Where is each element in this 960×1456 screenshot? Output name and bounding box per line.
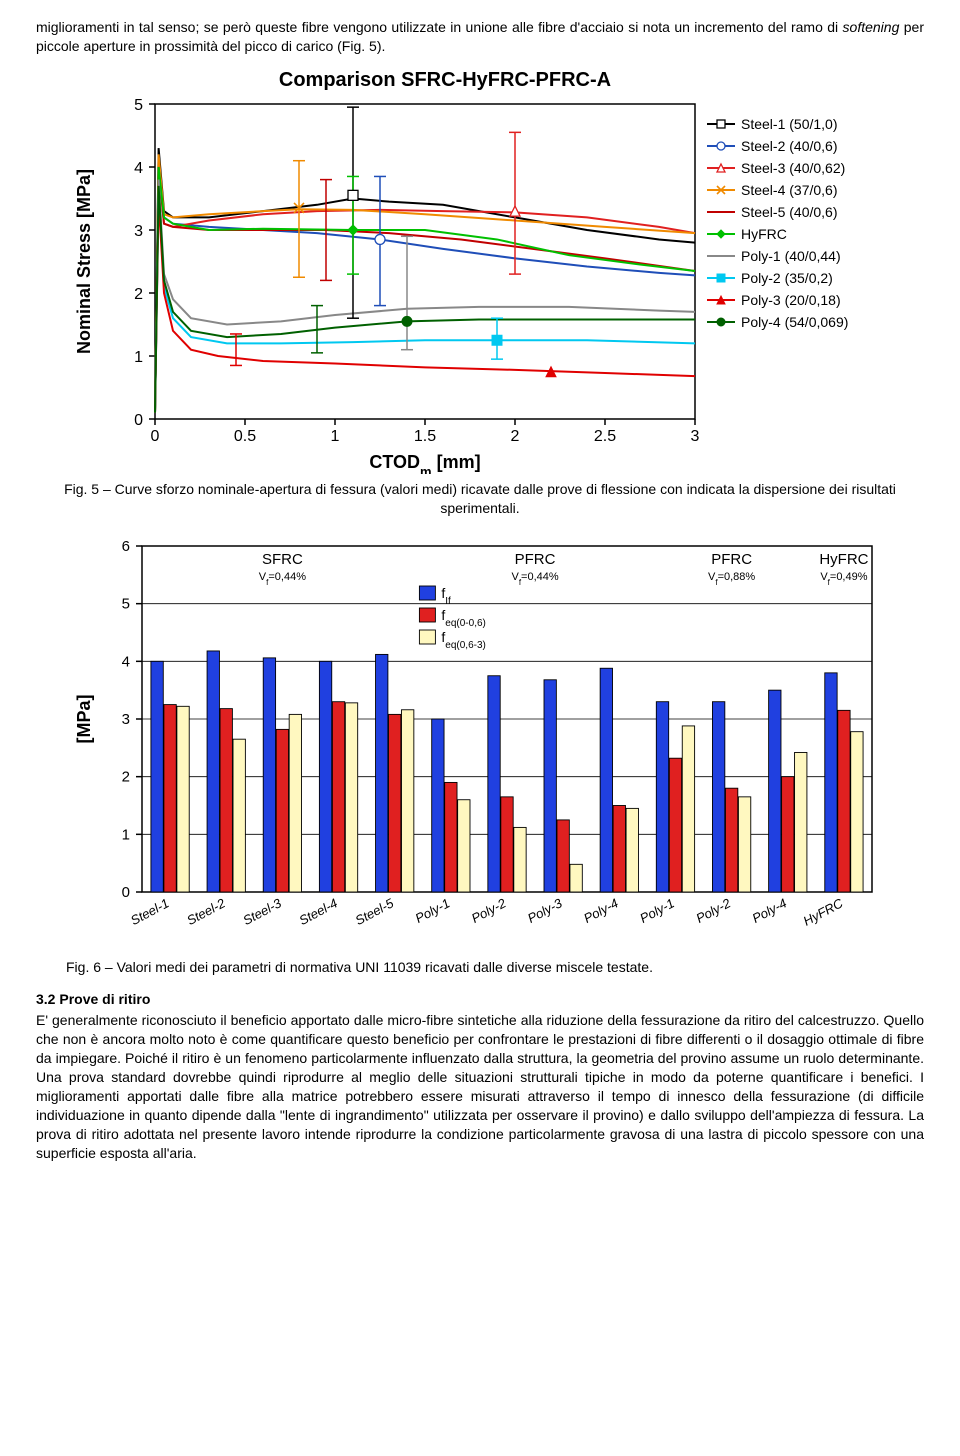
svg-text:Steel-5: Steel-5 <box>353 895 397 928</box>
svg-text:Vf=0,88%: Vf=0,88% <box>708 571 755 587</box>
svg-text:Steel-1 (50/1,0): Steel-1 (50/1,0) <box>741 116 838 132</box>
body-paragraph: E' generalmente riconosciuto il benefici… <box>36 1011 924 1162</box>
svg-text:Poly-4: Poly-4 <box>581 895 621 926</box>
svg-text:Vf=0,44%: Vf=0,44% <box>511 571 558 587</box>
svg-text:5: 5 <box>134 97 143 114</box>
svg-text:CTODm [mm]: CTODm [mm] <box>369 452 480 474</box>
svg-text:Poly-4: Poly-4 <box>750 895 790 926</box>
svg-text:Steel-4: Steel-4 <box>297 895 340 928</box>
svg-text:4: 4 <box>134 160 143 177</box>
svg-text:Steel-2 (40/0,6): Steel-2 (40/0,6) <box>741 138 838 154</box>
svg-text:2.5: 2.5 <box>594 428 616 445</box>
chart1-svg: 0 0.5 1 1.5 2 2.5 3 0 1 2 3 4 5 Comparison SFRC-HyFRC… <box>70 64 890 474</box>
chart2-container: 0 1 2 3 4 5 6 [MPa] Steel-1 Steel-2 Steel-3 Steel-4… <box>36 532 924 952</box>
svg-text:Vf=0,49%: Vf=0,49% <box>820 571 867 587</box>
svg-text:0: 0 <box>122 884 130 901</box>
svg-text:1.5: 1.5 <box>414 428 436 445</box>
svg-text:Steel-5 (40/0,6): Steel-5 (40/0,6) <box>741 204 838 220</box>
svg-text:1: 1 <box>122 826 130 843</box>
svg-text:PFRC: PFRC <box>711 551 752 568</box>
svg-text:4: 4 <box>122 653 130 670</box>
svg-text:0.5: 0.5 <box>234 428 256 445</box>
svg-text:1: 1 <box>134 349 143 366</box>
svg-text:Nominal Stress [MPa]: Nominal Stress [MPa] <box>74 169 94 354</box>
svg-text:HyFRC: HyFRC <box>801 895 846 929</box>
svg-text:Vf=0,44%: Vf=0,44% <box>259 571 306 587</box>
section-heading: 3.2 Prove di ritiro <box>36 990 924 1009</box>
intro-paragraph: miglioramenti in tal senso; se però ques… <box>36 18 924 56</box>
svg-text:3: 3 <box>122 711 130 728</box>
svg-text:Comparison SFRC-HyFRC-PFRC-A: Comparison SFRC-HyFRC-PFRC-A <box>279 69 611 91</box>
svg-text:2: 2 <box>122 768 130 785</box>
svg-text:feq(0-0,6): feq(0-0,6) <box>441 607 485 629</box>
svg-text:Poly-2 (35/0,2): Poly-2 (35/0,2) <box>741 270 833 286</box>
svg-text:Poly-1 (40/0,44): Poly-1 (40/0,44) <box>741 248 841 264</box>
svg-text:5: 5 <box>122 595 130 612</box>
svg-text:0: 0 <box>151 428 160 445</box>
svg-text:HyFRC: HyFRC <box>819 551 868 568</box>
svg-text:2: 2 <box>511 428 520 445</box>
svg-text:3: 3 <box>134 223 143 240</box>
svg-text:1: 1 <box>331 428 340 445</box>
svg-text:[MPa]: [MPa] <box>74 694 94 743</box>
svg-text:feq(0,6-3): feq(0,6-3) <box>441 629 485 651</box>
fig5-caption: Fig. 5 – Curve sforzo nominale-apertura … <box>36 480 924 518</box>
svg-text:2: 2 <box>134 286 143 303</box>
intro-text: miglioramenti in tal senso; se però ques… <box>36 19 924 54</box>
svg-text:PFRC: PFRC <box>515 551 556 568</box>
svg-text:Poly-2: Poly-2 <box>693 895 733 926</box>
svg-text:Poly-3 (20/0,18): Poly-3 (20/0,18) <box>741 292 841 308</box>
svg-text:HyFRC: HyFRC <box>741 226 787 242</box>
svg-text:Steel-4 (37/0,6): Steel-4 (37/0,6) <box>741 182 838 198</box>
svg-text:Poly-3: Poly-3 <box>525 895 565 926</box>
svg-text:Poly-1: Poly-1 <box>637 895 677 926</box>
fig6-caption: Fig. 6 – Valori medi dei parametri di no… <box>66 958 924 977</box>
svg-text:3: 3 <box>691 428 700 445</box>
svg-text:Steel-1: Steel-1 <box>128 895 171 928</box>
svg-text:Poly-1: Poly-1 <box>413 895 453 926</box>
svg-text:Steel-3 (40/0,62): Steel-3 (40/0,62) <box>741 160 845 176</box>
svg-text:6: 6 <box>122 538 130 555</box>
svg-text:SFRC: SFRC <box>262 551 303 568</box>
svg-text:Poly-2: Poly-2 <box>469 895 509 926</box>
svg-text:0: 0 <box>134 412 143 429</box>
svg-text:Steel-2: Steel-2 <box>184 895 228 928</box>
svg-text:Poly-4 (54/0,069): Poly-4 (54/0,069) <box>741 314 848 330</box>
svg-text:Steel-3: Steel-3 <box>240 895 284 928</box>
chart2-svg: 0 1 2 3 4 5 6 [MPa] Steel-1 Steel-2 Steel-3 Steel-4… <box>70 532 890 952</box>
chart1-container: 0 0.5 1 1.5 2 2.5 3 0 1 2 3 4 5 Comparison SFRC-HyFRC… <box>36 64 924 474</box>
